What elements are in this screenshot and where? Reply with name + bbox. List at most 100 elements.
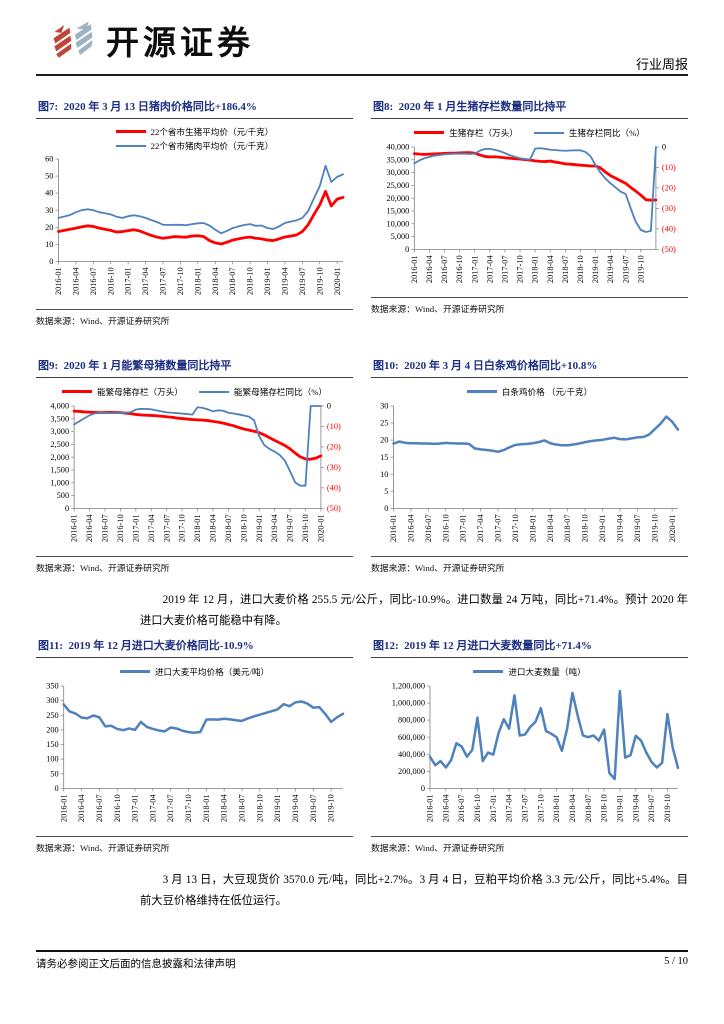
legend-label: 22个省市猪肉平均价（元/千克） xyxy=(150,140,274,151)
svg-text:2018-01: 2018-01 xyxy=(528,514,537,542)
legend-line-swatch xyxy=(119,670,150,674)
svg-text:2019-04: 2019-04 xyxy=(606,254,615,283)
figure-10-chart: 30 25 20 15 10 5 0 2016-01 2016-04 2016-07 2016-10… xyxy=(371,400,688,554)
legend-label: 生猪存栏同比（%） xyxy=(568,127,645,138)
svg-text:2019-04: 2019-04 xyxy=(616,514,625,543)
svg-text:2020-01: 2020-01 xyxy=(317,514,326,542)
svg-text:300: 300 xyxy=(46,696,58,705)
svg-text:2018-04: 2018-04 xyxy=(546,514,555,543)
svg-text:20,000: 20,000 xyxy=(386,194,409,203)
figure-7: 图7: 2020 年 3 月 13 日猪肉价格同比+186.4% 22个省市生猪… xyxy=(36,100,353,327)
svg-text:40: 40 xyxy=(45,188,53,197)
series-line xyxy=(428,689,680,781)
body-paragraph-soybean: 3 月 13 日，大豆现货价 3570.0 元/吨，同比+2.7%。3 月 4 … xyxy=(140,874,688,907)
svg-text:2019-10: 2019-10 xyxy=(650,514,659,542)
svg-text:20: 20 xyxy=(380,436,388,445)
source-rule xyxy=(36,836,353,838)
svg-text:(30): (30) xyxy=(327,463,341,472)
series-line xyxy=(57,164,344,234)
disclaimer-text: 请务必参阅正文后面的信息披露和法律声明 xyxy=(36,959,236,970)
svg-text:2016-01: 2016-01 xyxy=(54,267,63,295)
svg-text:2016-01: 2016-01 xyxy=(59,794,68,822)
legend-item: 22个省市生猪平均价（元/千克） xyxy=(115,126,273,138)
svg-text:3,000: 3,000 xyxy=(50,427,69,436)
series-line xyxy=(412,150,658,202)
svg-text:2018-04: 2018-04 xyxy=(546,254,555,283)
svg-text:2017-07: 2017-07 xyxy=(159,267,168,295)
svg-text:2016-04: 2016-04 xyxy=(85,514,94,543)
chart-canvas: 1,200,000 1,000,000 800,000 600,000 400,000 2… xyxy=(392,682,680,822)
svg-text:1,500: 1,500 xyxy=(50,466,69,475)
legend-label: 白条鸡价格 （元/千克） xyxy=(501,386,593,397)
svg-text:0: 0 xyxy=(384,504,388,513)
chart-canvas: 4,000 3,500 3,000 2,500 2,000 1,500 1,000 500 0 0… xyxy=(50,402,341,543)
page-header: 开源证券 行业周报 xyxy=(36,0,688,76)
svg-text:2017-01: 2017-01 xyxy=(489,794,498,822)
legend-item: 22个省市猪肉平均价（元/千克） xyxy=(115,140,274,152)
svg-text:2019-07: 2019-07 xyxy=(621,255,630,283)
svg-text:2017-10: 2017-10 xyxy=(516,255,525,283)
svg-text:2017-07: 2017-07 xyxy=(162,514,171,542)
legend-item: 生猪存栏（万头） xyxy=(414,126,518,140)
svg-text:2018-04: 2018-04 xyxy=(211,266,220,295)
svg-text:2017-04: 2017-04 xyxy=(485,254,494,283)
svg-text:25: 25 xyxy=(380,419,388,428)
svg-text:2017-04: 2017-04 xyxy=(147,514,156,543)
svg-text:2,000: 2,000 xyxy=(50,453,69,462)
svg-text:2018-07: 2018-07 xyxy=(584,794,593,822)
figure-7-legend: 22个省市生猪平均价（元/千克） 22个省市猪肉平均价（元/千克） xyxy=(115,126,274,152)
svg-text:2016-01: 2016-01 xyxy=(70,514,79,542)
svg-text:200,000: 200,000 xyxy=(398,767,425,776)
svg-text:2016-07: 2016-07 xyxy=(89,267,98,295)
svg-text:2017-10: 2017-10 xyxy=(511,514,520,542)
figure-9-legend: 能繁母猪存栏（万头） 能繁母猪存栏同比（%） xyxy=(61,385,328,399)
figure-8-source: 数据来源：Wind、开源证券研究所 xyxy=(371,304,505,315)
svg-text:2018-04: 2018-04 xyxy=(209,514,218,543)
svg-text:2019-01: 2019-01 xyxy=(616,794,625,822)
svg-text:2016-07: 2016-07 xyxy=(101,514,110,542)
svg-text:2019-10: 2019-10 xyxy=(663,794,672,822)
svg-text:500: 500 xyxy=(57,491,69,500)
source-rule xyxy=(36,309,353,311)
svg-text:2017-04: 2017-04 xyxy=(505,793,514,822)
svg-text:(40): (40) xyxy=(327,483,341,492)
svg-text:2017-01: 2017-01 xyxy=(124,267,133,295)
svg-text:2017-07: 2017-07 xyxy=(494,514,503,542)
kaiyuan-logo-icon xyxy=(53,21,93,58)
svg-text:10: 10 xyxy=(380,470,388,479)
svg-text:0: 0 xyxy=(662,142,666,151)
kaiyuan-logo: 开源证券 xyxy=(50,14,688,66)
legend-item: 进口大麦平均价格（美元/吨） xyxy=(119,665,269,679)
legend-line-swatch xyxy=(115,144,146,147)
charts-row-2: 图9: 2020 年 1 月能繁母猪数量同比持平 能繁母猪存栏（万头） 能繁母猪存… xyxy=(36,359,688,574)
svg-text:2017-07: 2017-07 xyxy=(166,794,175,822)
svg-text:0: 0 xyxy=(421,784,425,793)
figure-12-legend: 进口大麦数量（吨） xyxy=(473,665,586,679)
svg-text:0: 0 xyxy=(327,402,331,411)
svg-text:3,500: 3,500 xyxy=(50,414,69,423)
svg-text:1,000,000: 1,000,000 xyxy=(392,699,425,708)
svg-text:2019-07: 2019-07 xyxy=(298,267,307,295)
svg-text:2017-01: 2017-01 xyxy=(131,794,140,822)
svg-text:2018-10: 2018-10 xyxy=(255,794,264,822)
series-line xyxy=(392,415,680,454)
legend-item: 白条鸡价格 （元/千克） xyxy=(466,385,593,399)
legend-label: 能繁母猪存栏同比（%） xyxy=(233,386,328,397)
legend-line-swatch xyxy=(473,670,504,674)
svg-text:2018-01: 2018-01 xyxy=(202,794,211,822)
svg-text:(40): (40) xyxy=(662,224,676,233)
header-rule xyxy=(36,74,688,76)
svg-text:(20): (20) xyxy=(327,443,341,452)
figure-9-chart: 4,000 3,500 3,000 2,500 2,000 1,500 1,000 500 0 0… xyxy=(36,400,353,554)
legend-line-swatch xyxy=(466,390,497,394)
svg-text:30,000: 30,000 xyxy=(386,168,409,177)
svg-text:2017-04: 2017-04 xyxy=(148,793,157,822)
svg-text:35,000: 35,000 xyxy=(386,155,409,164)
svg-text:0: 0 xyxy=(55,784,59,793)
figure-8-chart: 40,000 35,000 30,000 25,000 20,000 15,000 10,0… xyxy=(371,141,688,295)
svg-text:2019-10: 2019-10 xyxy=(327,794,336,822)
charts-row-1: 图7: 2020 年 3 月 13 日猪肉价格同比+186.4% 22个省市生猪… xyxy=(36,100,688,327)
legend-item: 能繁母猪存栏（万头） xyxy=(61,385,183,399)
